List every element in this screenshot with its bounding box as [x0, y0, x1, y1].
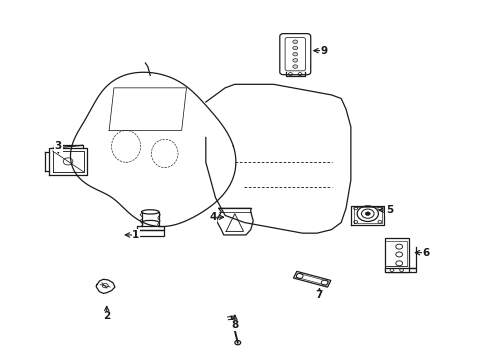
Circle shape	[292, 65, 297, 68]
Circle shape	[292, 53, 297, 56]
Polygon shape	[384, 238, 415, 272]
Circle shape	[234, 341, 240, 345]
Text: 3: 3	[55, 141, 62, 151]
Text: 9: 9	[320, 46, 327, 56]
Text: 1: 1	[132, 230, 139, 240]
Text: 2: 2	[103, 311, 110, 321]
Text: 5: 5	[385, 205, 392, 215]
Circle shape	[292, 46, 297, 50]
Text: 8: 8	[231, 320, 238, 330]
Text: 6: 6	[421, 248, 428, 258]
Bar	[137, 230, 163, 236]
Polygon shape	[384, 268, 408, 272]
Circle shape	[365, 212, 369, 215]
Circle shape	[292, 40, 297, 44]
FancyBboxPatch shape	[279, 33, 310, 75]
Circle shape	[292, 59, 297, 62]
Ellipse shape	[141, 210, 159, 214]
Polygon shape	[293, 271, 330, 287]
Text: 4: 4	[209, 212, 216, 222]
Circle shape	[356, 206, 378, 221]
Text: 7: 7	[315, 290, 323, 300]
